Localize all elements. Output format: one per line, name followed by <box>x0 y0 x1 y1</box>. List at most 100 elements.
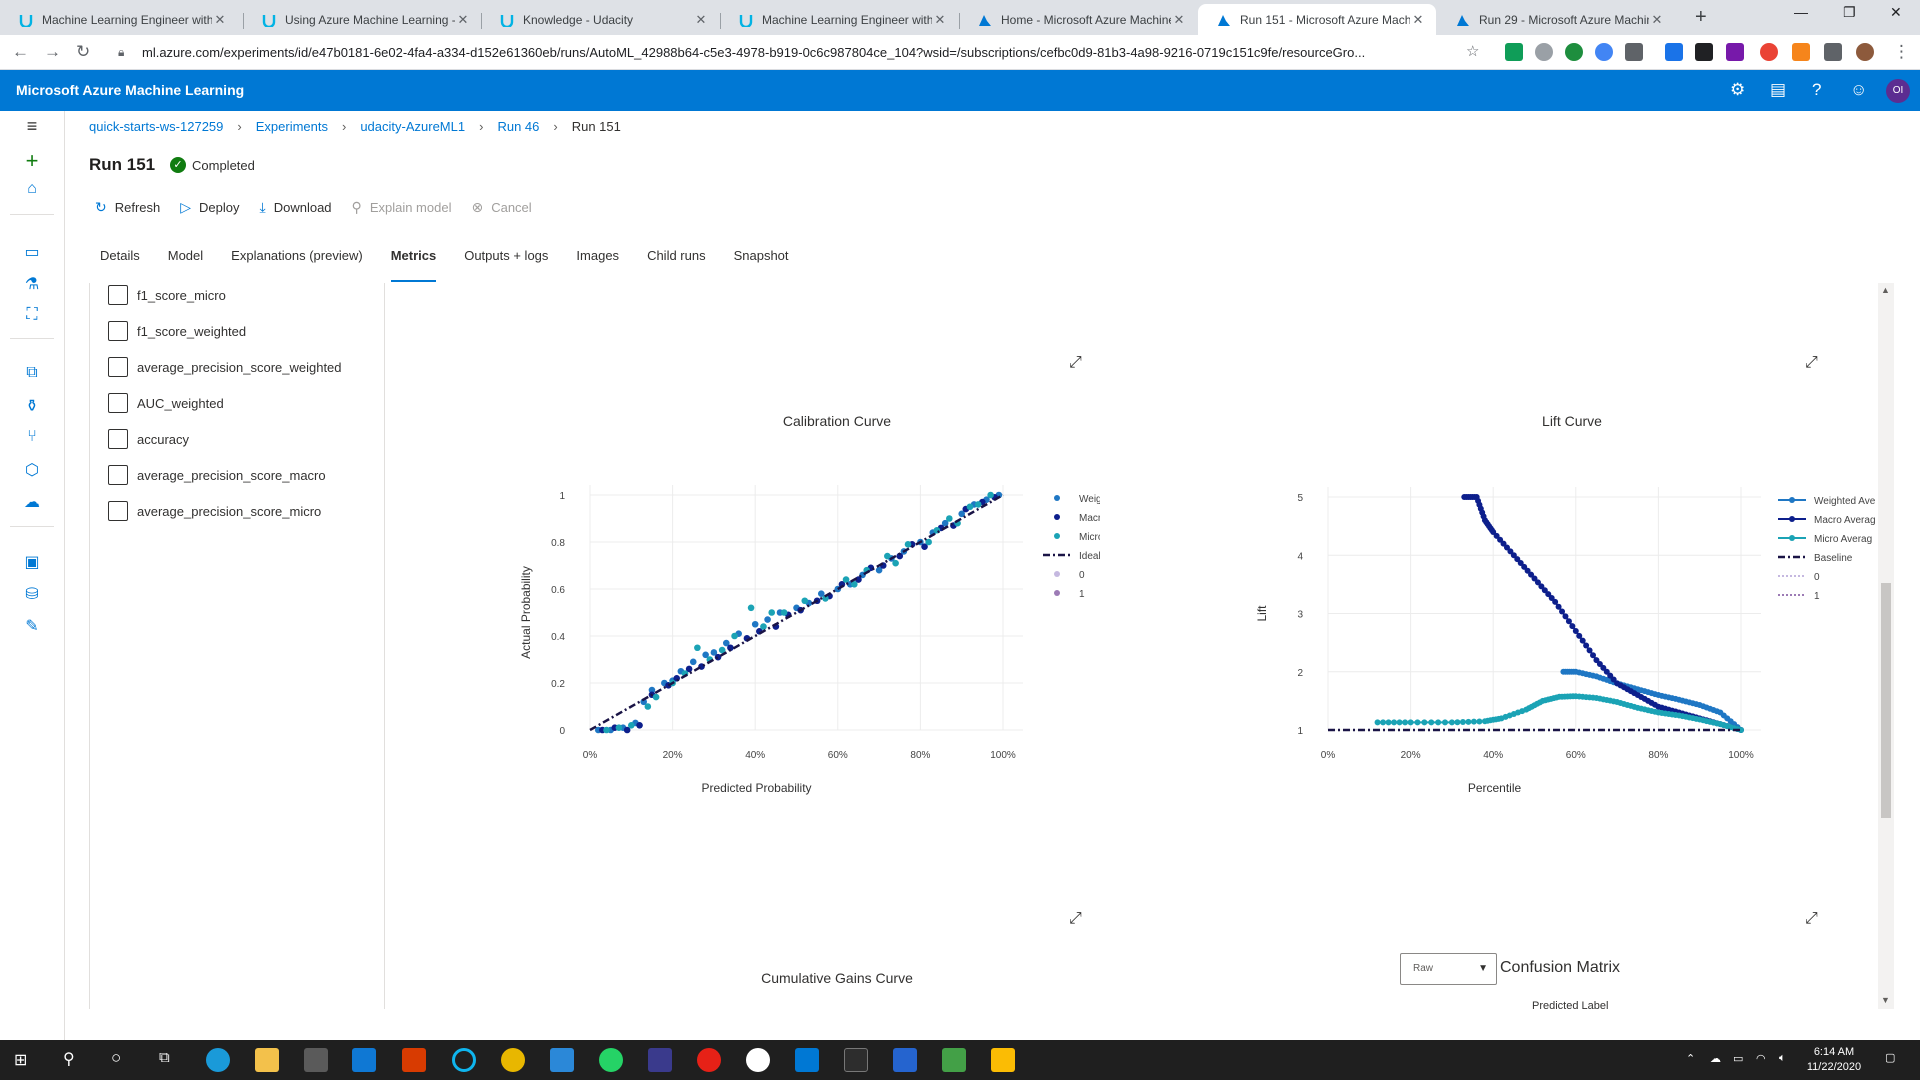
browser-tab-7[interactable]: Run 29 - Microsoft Azure Machin ✕ <box>1437 4 1675 35</box>
cortana-icon[interactable]: ○ <box>111 1048 122 1067</box>
minimize-icon[interactable]: — <box>1794 4 1808 20</box>
mail-icon[interactable] <box>352 1048 376 1072</box>
metric-checkbox[interactable] <box>108 501 128 521</box>
browser-menu-icon[interactable]: ⋮ <box>1893 42 1910 61</box>
automl-icon[interactable]: ⚗ <box>24 276 40 293</box>
notes-icon[interactable]: ▤ <box>1770 80 1787 99</box>
task-view-icon[interactable]: ⧉ <box>159 1049 170 1066</box>
browser-tab-4[interactable]: Machine Learning Engineer with ✕ <box>720 4 958 35</box>
todo-check-icon[interactable] <box>893 1048 917 1072</box>
brand-title[interactable]: Microsoft Azure Machine Learning <box>16 82 245 98</box>
tab-snapshot[interactable]: Snapshot <box>733 248 789 263</box>
google-drive-icon[interactable] <box>991 1048 1015 1072</box>
expand-icon[interactable]: ⤢ <box>1069 910 1082 927</box>
home-icon[interactable]: ⌂ <box>27 180 37 197</box>
notifications-icon[interactable]: ▢ <box>1885 1052 1896 1064</box>
metric-item[interactable]: accuracy <box>108 429 189 449</box>
extension-graduation-icon[interactable] <box>1665 43 1683 61</box>
close-icon[interactable]: ✕ <box>457 11 469 27</box>
user-avatar[interactable]: OI <box>1886 79 1910 103</box>
close-icon[interactable]: ✕ <box>934 11 946 27</box>
profile-avatar-icon[interactable] <box>1856 43 1874 61</box>
breadcrumb-experiments[interactable]: Experiments <box>255 119 328 134</box>
pipelines-icon[interactable]: ⑂ <box>27 428 37 445</box>
breadcrumb-parent-run[interactable]: Run 46 <box>497 119 540 134</box>
metric-item[interactable]: AUC_weighted <box>108 393 224 413</box>
close-icon[interactable]: ✕ <box>1173 11 1185 27</box>
notebooks-icon[interactable]: ▭ <box>24 244 40 261</box>
green-app-icon[interactable] <box>942 1048 966 1072</box>
designer-icon[interactable]: ⛶ <box>26 306 38 323</box>
metric-item[interactable]: average_precision_score_macro <box>108 465 326 485</box>
breadcrumb-workspace[interactable]: quick-starts-ws-127259 <box>89 119 224 134</box>
amazon-music-icon[interactable] <box>648 1048 672 1072</box>
tab-outputs-logs[interactable]: Outputs + logs <box>464 248 549 263</box>
close-icon[interactable]: ✕ <box>1651 11 1663 27</box>
onedrive-cloud-icon[interactable]: ☁ <box>1710 1053 1721 1065</box>
models-cube-icon[interactable]: ⬡ <box>25 462 39 479</box>
expand-icon[interactable]: ⤢ <box>1805 354 1818 371</box>
extension-dark-icon[interactable] <box>1695 43 1713 61</box>
windows-start-icon[interactable]: ⊞ <box>14 1052 28 1069</box>
breadcrumb-experiment[interactable]: udacity-AzureML1 <box>360 119 466 134</box>
metric-item[interactable]: f1_score_micro <box>108 285 226 305</box>
cancel-button[interactable]: ⊗ Cancel <box>471 199 531 216</box>
close-icon[interactable]: ✕ <box>695 11 707 27</box>
data-labeling-icon[interactable]: ✎ <box>25 618 39 635</box>
metric-checkbox[interactable] <box>108 285 128 305</box>
tab-child-runs[interactable]: Child runs <box>647 248 706 263</box>
close-icon[interactable]: ✕ <box>214 11 226 27</box>
extension-check-icon[interactable] <box>1505 43 1523 61</box>
expand-icon[interactable]: ⤢ <box>1069 354 1082 371</box>
office-icon[interactable] <box>402 1048 426 1072</box>
system-clock[interactable]: 6:14 AM 11/22/2020 <box>1806 1046 1862 1073</box>
maps-pin-icon[interactable] <box>746 1048 770 1072</box>
calendar-icon[interactable] <box>795 1048 819 1072</box>
extension-metamask-icon[interactable] <box>1792 43 1810 61</box>
url-field[interactable]: 🔒︎ ml.azure.com/experiments/id/e47b0181-… <box>110 40 1470 65</box>
hamburger-menu-icon[interactable]: ≡ <box>26 116 38 136</box>
tab-model[interactable]: Model <box>167 248 204 263</box>
forward-icon[interactable]: → <box>44 42 61 61</box>
reload-icon[interactable]: ↻ <box>76 42 91 61</box>
tab-metrics[interactable]: Metrics <box>390 248 437 282</box>
volume-icon[interactable]: 🔈︎ <box>1779 1052 1786 1064</box>
tab-explanations[interactable]: Explanations (preview) <box>231 248 363 263</box>
wifi-icon[interactable]: ◠ <box>1756 1053 1766 1065</box>
experiments-flask-icon[interactable]: ⚱ <box>25 398 39 415</box>
download-button[interactable]: ⤓ Download <box>260 199 332 216</box>
restore-icon[interactable]: ❐ <box>1843 4 1856 20</box>
scroll-up-icon[interactable]: ▲ <box>1881 285 1890 295</box>
confusion-matrix-dropdown[interactable]: Raw ▼ <box>1400 953 1497 985</box>
metric-item[interactable]: f1_score_weighted <box>108 321 246 341</box>
metric-checkbox[interactable] <box>108 357 128 377</box>
back-icon[interactable]: ← <box>12 42 29 61</box>
endpoints-icon[interactable]: ☁ <box>24 494 40 511</box>
feedback-smiley-icon[interactable]: ☺ <box>1850 80 1868 99</box>
extension-color-icon[interactable] <box>1595 43 1613 61</box>
battery-icon[interactable]: ▭ <box>1733 1053 1744 1065</box>
terminal-icon[interactable] <box>844 1048 868 1072</box>
youtube-music-icon[interactable] <box>697 1048 721 1072</box>
metric-checkbox[interactable] <box>108 321 128 341</box>
help-icon[interactable]: ? <box>1812 80 1822 99</box>
metric-item[interactable]: average_precision_score_micro <box>108 501 321 521</box>
scroll-down-icon[interactable]: ▼ <box>1881 995 1890 1005</box>
chrome-icon[interactable] <box>501 1048 525 1072</box>
store-icon[interactable] <box>304 1048 328 1072</box>
datastores-icon[interactable]: ⛁ <box>25 586 39 603</box>
extension-github-icon[interactable] <box>1535 43 1553 61</box>
metric-item[interactable]: average_precision_score_weighted <box>108 357 342 377</box>
new-tab-icon[interactable]: + <box>1695 6 1707 28</box>
search-icon[interactable]: ⚲ <box>63 1051 75 1068</box>
browser-tab-1[interactable]: Machine Learning Engineer with ✕ <box>0 4 238 35</box>
tab-details[interactable]: Details <box>100 248 140 263</box>
cortana-circle-icon[interactable] <box>452 1048 476 1072</box>
bookmark-star-icon[interactable]: ☆ <box>1466 43 1480 60</box>
browser-tab-6-active[interactable]: Run 151 - Microsoft Azure Mach ✕ <box>1198 4 1436 35</box>
app-window-icon[interactable] <box>550 1048 574 1072</box>
whatsapp-icon[interactable] <box>599 1048 623 1072</box>
create-new-plus-icon[interactable]: + <box>25 148 39 173</box>
browser-tab-3[interactable]: Knowledge - Udacity ✕ <box>481 4 719 35</box>
explain-model-button[interactable]: ⚲ Explain model <box>352 199 452 216</box>
